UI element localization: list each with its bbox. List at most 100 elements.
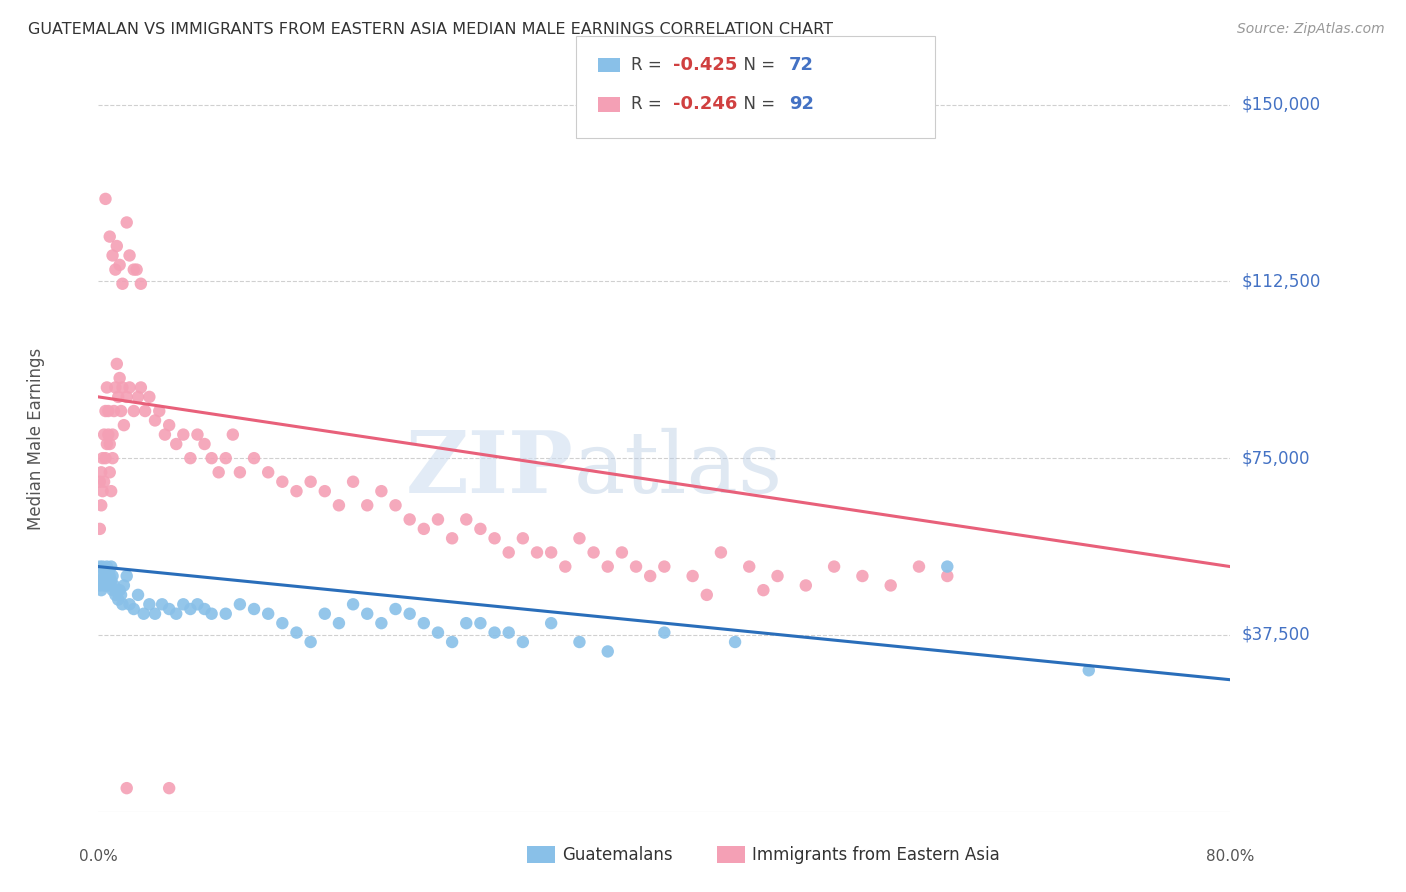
Point [97,574,120,588]
Point [100,574,122,588]
Point [94,451,117,466]
Text: Guatemalans: Guatemalans [562,846,673,863]
Point [370,616,392,631]
Point [115,781,138,796]
Text: -0.425: -0.425 [673,56,738,74]
Point [285,625,308,640]
Point [1077,663,1099,677]
Point [104,380,127,394]
Point [127,390,149,404]
Point [427,512,450,526]
Point [150,597,173,611]
Point [101,248,124,262]
Point [201,607,224,621]
Point [342,597,364,611]
Point [456,616,478,631]
Point [94,192,117,206]
Point [441,635,464,649]
Point [936,559,959,574]
Point [157,418,180,433]
Point [526,545,548,559]
Point [132,607,155,621]
Point [118,380,141,394]
Point [125,262,148,277]
Point [91,451,114,466]
Point [143,413,166,427]
Text: 92: 92 [789,95,814,113]
Point [624,559,647,574]
Point [710,545,733,559]
Point [880,578,903,592]
Point [104,588,127,602]
Point [153,427,176,442]
Text: R =: R = [631,95,668,113]
Point [215,607,238,621]
Text: GUATEMALAN VS IMMIGRANTS FROM EASTERN ASIA MEDIAN MALE EARNINGS CORRELATION CHAR: GUATEMALAN VS IMMIGRANTS FROM EASTERN AS… [28,22,834,37]
Point [314,607,336,621]
Point [108,258,131,272]
Point [96,437,118,451]
Point [271,616,294,631]
Point [98,465,121,479]
Point [243,602,266,616]
Point [157,781,180,796]
Point [908,559,931,574]
Point [285,484,308,499]
Point [93,578,115,592]
Point [568,635,591,649]
Point [91,484,114,499]
Point [222,427,245,442]
Point [111,380,134,394]
Point [93,569,115,583]
Point [118,248,141,262]
Point [103,404,125,418]
Point [484,625,506,640]
Point [107,390,129,404]
Point [384,602,406,616]
Point [498,625,520,640]
Point [157,602,180,616]
Point [94,574,117,588]
Point [104,262,127,277]
Point [384,498,406,512]
Point [105,583,128,598]
Text: Source: ZipAtlas.com: Source: ZipAtlas.com [1237,22,1385,37]
Point [186,597,208,611]
Point [115,215,138,229]
Point [342,475,364,489]
Text: 80.0%: 80.0% [1206,849,1254,864]
Point [193,437,215,451]
Point [112,578,135,592]
Point [582,545,605,559]
Text: atlas: atlas [574,427,783,511]
Point [138,390,160,404]
Point [398,607,420,621]
Point [356,498,378,512]
Point [179,602,201,616]
Point [89,522,111,536]
Point [122,602,145,616]
Point [97,404,120,418]
Point [96,380,118,394]
Point [851,569,873,583]
Point [165,607,187,621]
Point [412,616,434,631]
Point [441,531,464,545]
Point [271,475,294,489]
Point [101,583,124,598]
Point [328,498,350,512]
Point [100,559,122,574]
Text: $75,000: $75,000 [1241,450,1310,467]
Point [90,583,112,598]
Point [115,390,138,404]
Point [752,583,775,598]
Point [97,427,120,442]
Point [98,569,121,583]
Point [186,427,208,442]
Text: -0.246: -0.246 [673,95,738,113]
Point [93,475,115,489]
Point [208,465,231,479]
Point [172,597,194,611]
Point [456,512,478,526]
Text: Median Male Earnings: Median Male Earnings [27,348,45,531]
